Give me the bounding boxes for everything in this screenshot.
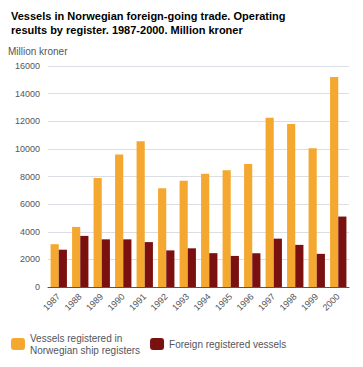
svg-text:12000: 12000 — [15, 116, 40, 126]
svg-text:1987: 1987 — [41, 291, 62, 312]
svg-text:6000: 6000 — [20, 199, 40, 209]
svg-text:14000: 14000 — [15, 89, 40, 99]
svg-text:2000: 2000 — [321, 291, 342, 312]
svg-text:Vessels in Norwegian foreign-g: Vessels in Norwegian foreign-going trade… — [11, 10, 285, 22]
svg-text:1989: 1989 — [84, 291, 105, 312]
svg-text:16000: 16000 — [15, 61, 40, 71]
svg-text:1991: 1991 — [127, 291, 148, 312]
svg-text:1990: 1990 — [106, 291, 127, 312]
svg-text:1995: 1995 — [213, 291, 234, 312]
svg-text:1992: 1992 — [149, 291, 170, 312]
svg-text:1997: 1997 — [256, 291, 277, 312]
svg-text:1994: 1994 — [192, 291, 213, 312]
svg-text:4000: 4000 — [20, 227, 40, 237]
svg-text:2000: 2000 — [20, 254, 40, 264]
svg-text:1988: 1988 — [63, 291, 84, 312]
svg-text:Million kroner: Million kroner — [8, 46, 68, 57]
svg-text:1996: 1996 — [235, 291, 256, 312]
svg-text:Norwegian ship registers: Norwegian ship registers — [30, 345, 140, 356]
svg-text:Vessels registered in: Vessels registered in — [30, 333, 122, 344]
svg-text:1998: 1998 — [278, 291, 299, 312]
svg-text:1993: 1993 — [170, 291, 191, 312]
svg-text:Foreign registered vessels: Foreign registered vessels — [169, 339, 286, 350]
svg-text:1999: 1999 — [299, 291, 320, 312]
svg-text:results by register. 1987-2000: results by register. 1987-2000. Million … — [11, 24, 243, 36]
svg-text:0: 0 — [35, 282, 40, 292]
svg-text:10000: 10000 — [15, 144, 40, 154]
svg-text:8000: 8000 — [20, 172, 40, 182]
